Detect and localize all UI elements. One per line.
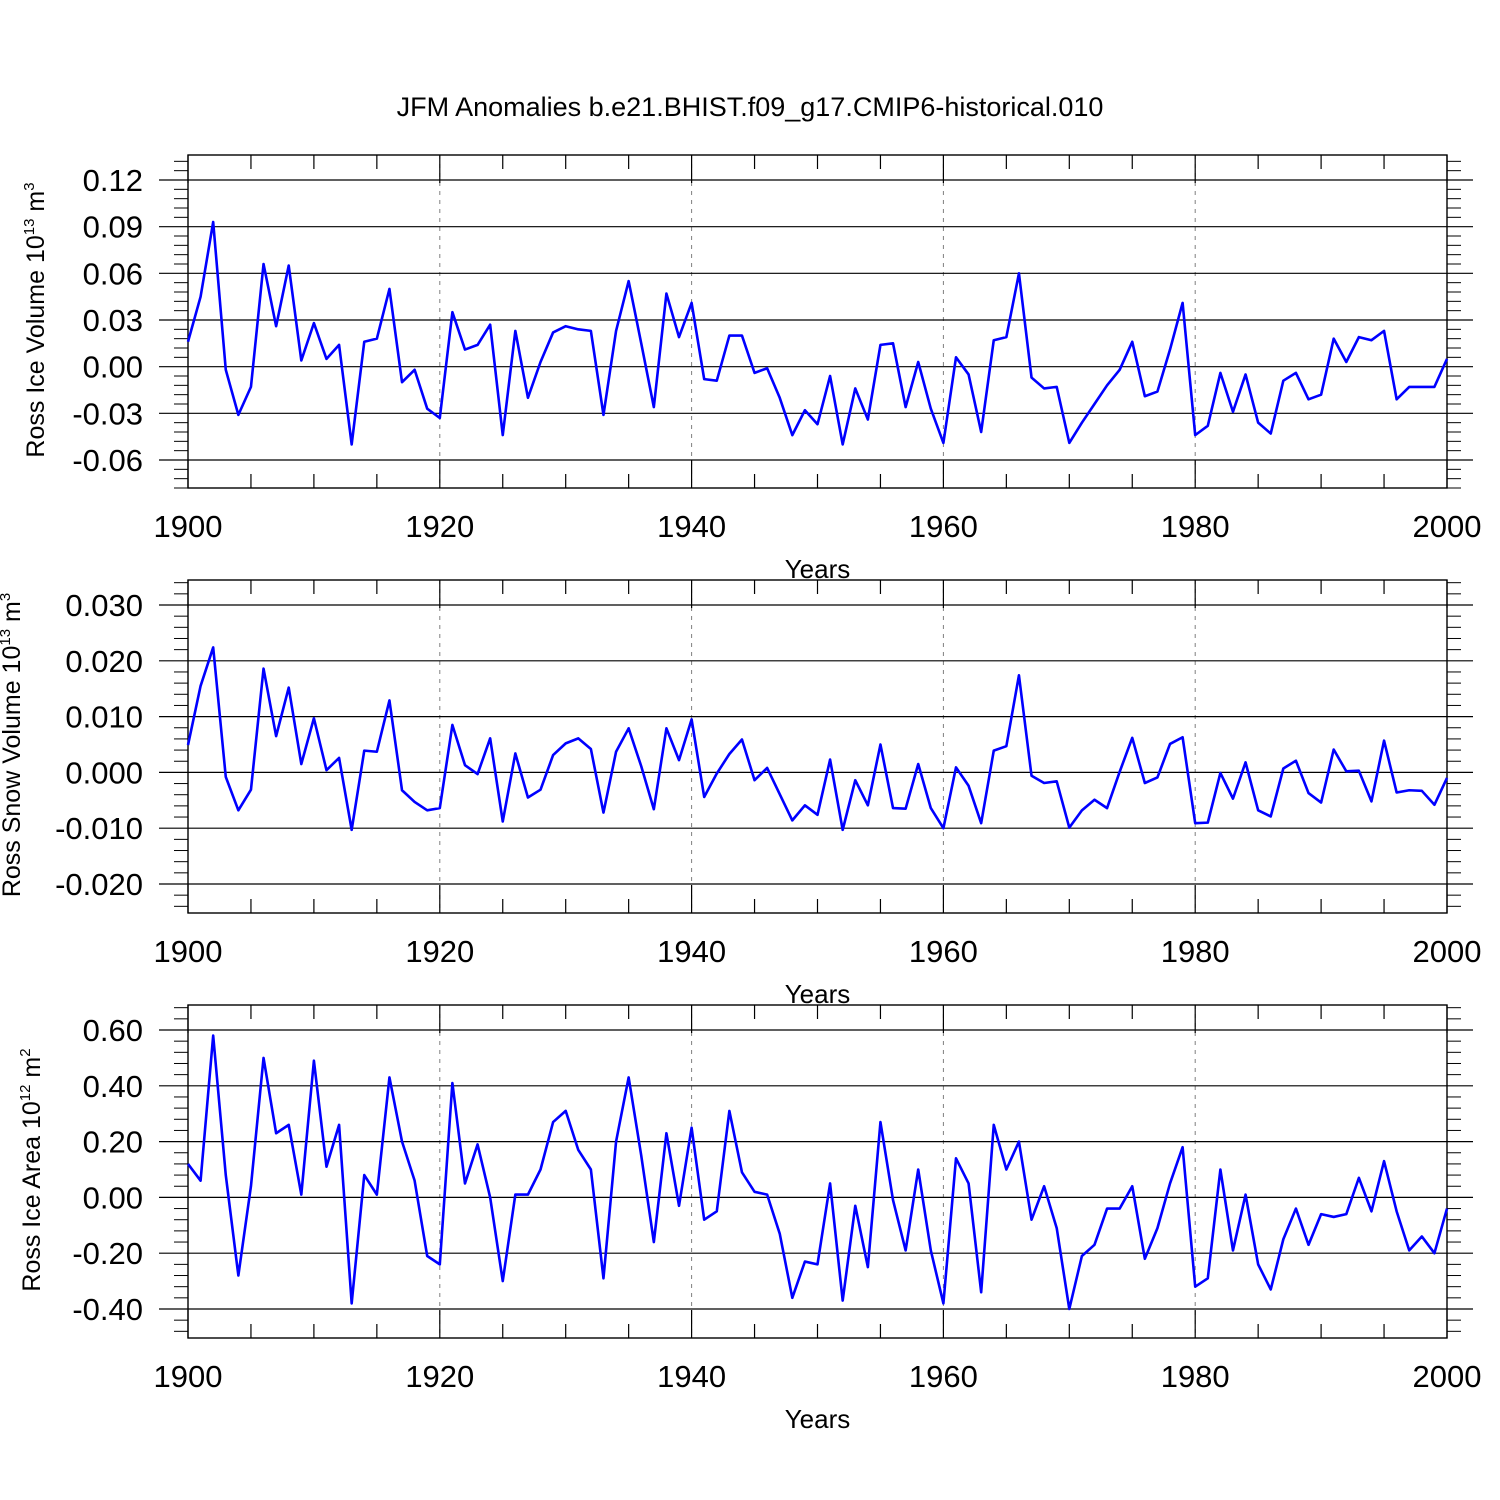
series-line — [186, 1034, 1449, 1311]
y-axis-title-part: m — [18, 1057, 46, 1085]
y-tick-label: -0.40 — [72, 1292, 143, 1327]
y-axis-title-superscript: 13 — [21, 219, 38, 236]
x-axis-title: Years — [785, 1404, 851, 1434]
y-tick-label: 0.40 — [83, 1069, 143, 1104]
y-axis-title-part: Ross Ice Area 10 — [18, 1101, 46, 1291]
x-tick-label: 1960 — [909, 934, 978, 969]
y-tick-label: 0.09 — [83, 210, 143, 245]
series-line — [186, 220, 1449, 446]
y-tick-label: 0.03 — [83, 303, 143, 338]
x-tick-label: 1900 — [154, 1359, 223, 1394]
y-axis-title-superscript: 13 — [0, 629, 14, 646]
x-tick-label: 1960 — [909, 509, 978, 544]
y-axis-title-superscript: 3 — [0, 593, 14, 601]
plot-frame — [187, 154, 1448, 489]
x-tick-label: 2000 — [1413, 934, 1482, 969]
y-tick-label: 0.030 — [65, 588, 143, 623]
x-tick-label: 1900 — [154, 934, 223, 969]
x-tick-label: 1920 — [405, 1359, 474, 1394]
x-tick-label: 1920 — [405, 509, 474, 544]
x-tick-label: 1980 — [1161, 934, 1230, 969]
y-axis-title-superscript: 12 — [17, 1085, 34, 1102]
y-tick-label: 0.000 — [65, 755, 143, 790]
x-tick-label: 1960 — [909, 1359, 978, 1394]
chart-panel-3: -0.40 -0.20 0.00 0.20 0.40 0.60 1900 1920 1940 19… — [17, 1004, 1482, 1434]
y-axis-title: Ross Ice Volume 1013 m3 — [21, 182, 50, 457]
plot-frame — [187, 579, 1448, 914]
y-tick-label: -0.06 — [72, 443, 143, 478]
x-tick-label: 1940 — [657, 1359, 726, 1394]
y-tick-label: 0.60 — [83, 1013, 143, 1048]
y-axis-title-superscript: 3 — [21, 182, 38, 190]
y-tick-label: -0.03 — [72, 396, 143, 431]
x-tick-label: 2000 — [1413, 1359, 1482, 1394]
y-tick-label: -0.010 — [55, 811, 143, 846]
y-axis-title-superscript: 2 — [17, 1048, 34, 1056]
y-tick-label: 0.020 — [65, 644, 143, 679]
plot-frame — [187, 1004, 1448, 1339]
y-tick-label: 0.20 — [83, 1125, 143, 1160]
y-axis-title-part: Ross Ice Volume 10 — [22, 235, 50, 457]
x-tick-label: 2000 — [1413, 509, 1482, 544]
y-tick-label: 0.010 — [65, 700, 143, 735]
y-axis-title: Ross Ice Area 1012 m2 — [17, 1048, 46, 1291]
x-tick-label: 1900 — [154, 509, 223, 544]
x-tick-label: 1940 — [657, 934, 726, 969]
y-tick-label: 0.06 — [83, 256, 143, 291]
x-tick-label: 1920 — [405, 934, 474, 969]
x-tick-label: 1940 — [657, 509, 726, 544]
y-tick-label: -0.20 — [72, 1236, 143, 1271]
y-axis-title: Ross Snow Volume 1013 m3 — [0, 593, 26, 897]
y-tick-label: 0.12 — [83, 163, 143, 198]
y-axis-title-part: Ross Snow Volume 10 — [0, 646, 26, 898]
y-tick-label: 0.00 — [83, 1180, 143, 1215]
series-line — [186, 646, 1449, 832]
x-axis-title: Years — [785, 979, 851, 1009]
chart-panel-1: -0.06 -0.03 0.00 0.03 0.06 0.09 0.12 1900 1920 19… — [21, 154, 1482, 584]
x-axis-title: Years — [785, 554, 851, 584]
y-tick-label: 0.00 — [83, 350, 143, 385]
y-tick-label: -0.020 — [55, 867, 143, 902]
x-tick-label: 1980 — [1161, 1359, 1230, 1394]
x-tick-label: 1980 — [1161, 509, 1230, 544]
chart-panel-2: -0.020 -0.010 0.000 0.010 0.020 0.030 1900 1920… — [0, 579, 1482, 1009]
chart-title: JFM Anomalies b.e21.BHIST.f09_g17.CMIP6-… — [397, 92, 1104, 122]
y-axis-title-part: m — [22, 191, 50, 219]
y-axis-title-part: m — [0, 601, 26, 629]
